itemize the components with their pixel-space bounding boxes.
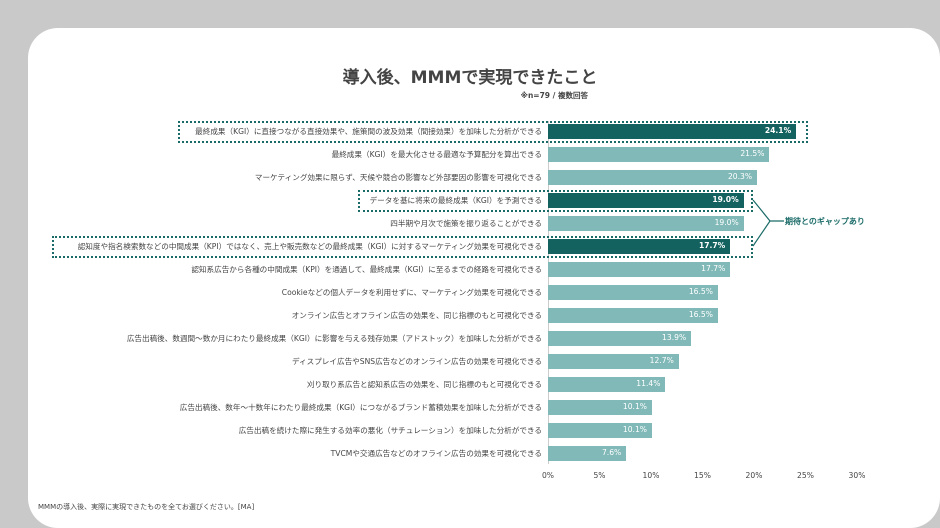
category-label: 広告出稿後、数年〜十数年にわたり最終成果（KGI）につながるブランド蓄積効果を加… — [179, 403, 542, 412]
data-label: 16.5% — [688, 287, 713, 296]
x-tick-label: 25% — [797, 471, 814, 480]
data-label: 11.4% — [636, 379, 661, 388]
category-label: 刈り取り系広告と認知系広告の効果を、同じ指標のもと可視化できる — [306, 380, 542, 389]
bar — [548, 307, 718, 323]
x-tick-label: 15% — [694, 471, 711, 480]
category-label: 認知系広告から各種の中間成果（KPI）を通過して、最終成果（KGI）に至るまでの… — [191, 265, 542, 274]
x-tick-label: 10% — [642, 471, 660, 480]
bar — [548, 238, 731, 254]
category-label: 最終成果（KGI）に直接つながる直接効果や、施策間の波及効果（間接効果）を加味し… — [195, 127, 542, 136]
bar — [548, 422, 653, 438]
bar — [548, 261, 731, 277]
highlight-box — [178, 121, 808, 143]
gap-annotation: 期待とのギャップあり — [785, 217, 865, 226]
category-label: Cookieなどの個人データを利用せずに、マーケティング効果を可視化できる — [281, 288, 542, 297]
x-tick-label: 20% — [745, 471, 763, 480]
highlight-box — [358, 190, 753, 212]
data-label: 10.1% — [622, 425, 648, 434]
x-tick-label: 30% — [848, 471, 866, 480]
data-label: 24.1% — [764, 126, 792, 135]
bar — [548, 123, 797, 139]
bar — [548, 284, 718, 300]
data-label: 21.5% — [740, 149, 765, 158]
data-label: 17.7% — [698, 241, 726, 250]
category-label: TVCMや交通広告などのオフライン広告の効果を可視化できる — [330, 449, 542, 458]
bar — [548, 146, 770, 162]
bar — [548, 376, 666, 392]
data-label: 10.1% — [622, 402, 648, 411]
data-label: 7.6% — [601, 448, 622, 457]
bar — [548, 353, 679, 369]
chart-subtitle: ※n=79 / 複数回答 — [520, 91, 588, 100]
bar — [548, 192, 744, 208]
data-label: 19.0% — [712, 195, 739, 204]
bar — [548, 445, 627, 461]
card — [28, 28, 940, 528]
data-label: 12.7% — [649, 356, 674, 365]
x-tick-label: 0% — [541, 471, 555, 480]
category-label: オンライン広告とオフライン広告の効果を、同じ指標のもと可視化できる — [291, 311, 542, 320]
bar — [548, 399, 653, 415]
data-label: 20.3% — [727, 172, 753, 181]
category-label: 四半期や月次で施策を振り返ることができる — [390, 219, 542, 228]
data-label: 19.0% — [714, 218, 739, 227]
category-label: ディスプレイ広告やSNS広告などのオンライン広告の効果を可視化できる — [291, 357, 542, 366]
bar — [548, 169, 758, 185]
category-label: 認知度や指名検索数などの中間成果（KPI）ではなく、売上や販売数などの最終成果（… — [77, 242, 542, 251]
data-label: 16.5% — [688, 310, 713, 319]
category-label: 最終成果（KGI）を最大化させる最適な予算配分を算出できる — [331, 150, 542, 159]
category-label: 広告出稿を続けた際に発生する効率の悪化（サチュレーション）を加味した分析ができる — [238, 426, 542, 435]
bar — [548, 330, 692, 346]
gap-bracket — [752, 199, 784, 247]
footer-note: MMMの導入後、実際に実現できたものを全てお選びください。[MA] — [38, 503, 255, 511]
x-tick-label: 5% — [593, 471, 606, 480]
data-label: 13.9% — [662, 333, 687, 342]
category-label: データを基に将来の最終成果（KGI）を予測できる — [369, 196, 542, 205]
category-label: マーケティング効果に限らず、天候や競合の影響など外部要因の影響を可視化できる — [254, 173, 542, 182]
highlight-box — [52, 236, 753, 258]
data-label: 17.7% — [701, 264, 726, 273]
bar — [548, 215, 744, 231]
category-label: 広告出稿後、数週間〜数か月にわたり最終成果（KGI）に影響を与える残存効果（アド… — [126, 334, 542, 343]
chart-title: 導入後、MMMで実現できたこと — [342, 68, 598, 88]
